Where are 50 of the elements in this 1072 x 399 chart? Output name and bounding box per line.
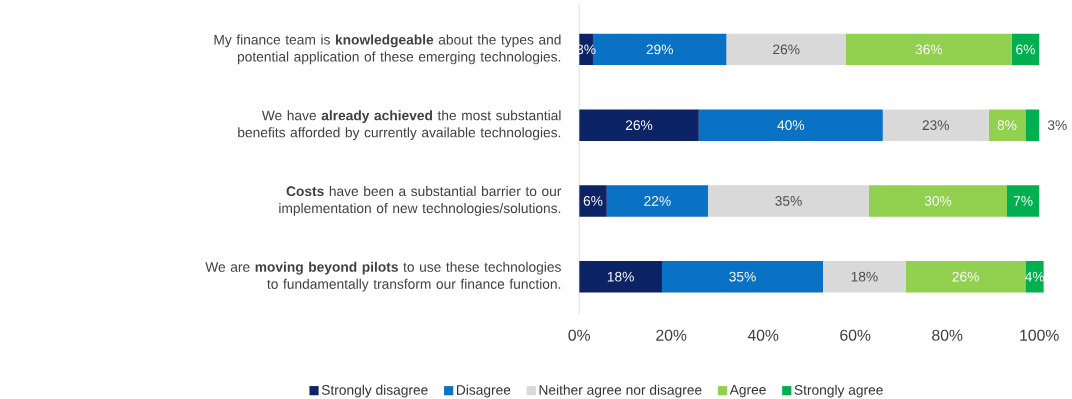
y-tick-label: Costs have been a substantial barrier to our implementation of new technologies/solutions. <box>279 185 562 216</box>
data-label: 29% <box>646 44 673 55</box>
legend-label: Neither agree nor disagree <box>539 384 702 398</box>
bar <box>726 33 846 66</box>
bar <box>988 109 1026 141</box>
data-label: 35% <box>729 271 756 282</box>
data-label: 4% <box>1024 271 1045 282</box>
data-label: 8% <box>997 120 1017 130</box>
legend-label: Disagree <box>456 384 511 398</box>
x-tick-label: 40% <box>747 329 779 341</box>
bar <box>661 260 823 293</box>
data-label: 26% <box>952 271 979 282</box>
data-label: 3% <box>1047 120 1067 130</box>
data-label: 36% <box>915 44 943 55</box>
bar <box>579 185 607 217</box>
data-label: 23% <box>922 120 949 130</box>
x-tick-label: 20% <box>656 329 687 341</box>
data-label: 6% <box>1016 44 1035 55</box>
bar <box>579 260 662 293</box>
data-label: 22% <box>644 196 671 206</box>
x-tick-label: 80% <box>932 329 963 341</box>
data-label: 7% <box>1013 196 1033 206</box>
legend-label: Strongly disagree <box>321 384 428 398</box>
bar <box>869 185 1008 217</box>
x-tick-label: 60% <box>840 329 871 341</box>
bar <box>707 185 869 217</box>
bar <box>905 260 1026 293</box>
x-tick-label: 100% <box>1020 329 1059 341</box>
y-tick-label: We have already achieved the most substantial benefits afforded by currently available technologies. <box>238 110 561 141</box>
data-label: 30% <box>924 196 952 206</box>
legend-label: Agree <box>729 384 766 398</box>
bar <box>698 109 883 141</box>
data-label: 6% <box>583 196 603 206</box>
bar <box>823 260 906 293</box>
bar <box>846 33 1012 66</box>
bar <box>606 185 708 217</box>
bar <box>579 109 699 141</box>
bar <box>882 109 989 141</box>
bar <box>1025 109 1040 141</box>
data-label: 26% <box>625 120 653 130</box>
data-label: 18% <box>851 271 878 282</box>
x-tick-label: 0% <box>568 329 590 341</box>
data-label: 26% <box>773 44 800 55</box>
data-label: 18% <box>607 271 634 282</box>
data-label: 35% <box>775 196 802 206</box>
data-label: 40% <box>777 120 805 130</box>
bar <box>1007 185 1040 217</box>
y-tick-label: We are moving beyond pilots to use these technologies to fundamentally transform our finance function. <box>205 261 561 292</box>
y-tick-label: My finance team is knowledgeable about the types and potential application of these emerging technologies. <box>214 34 561 65</box>
legend-label: Strongly agree <box>794 384 883 398</box>
